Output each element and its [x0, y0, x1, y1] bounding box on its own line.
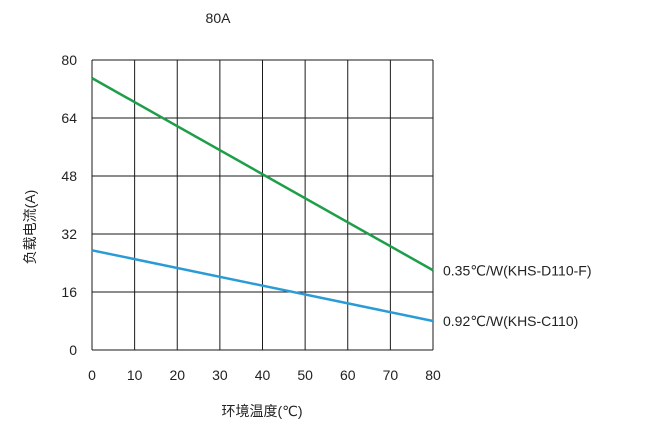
x-tick-label: 40: [255, 367, 271, 383]
x-tick-label: 60: [340, 367, 356, 383]
x-tick-label: 70: [383, 367, 399, 383]
x-tick-label: 10: [127, 367, 143, 383]
chart-title: 80A: [206, 10, 232, 26]
x-tick-label: 80: [425, 367, 441, 383]
y-axis-ticks: 0 16 32 48 64 80: [61, 52, 77, 358]
y-tick-label: 32: [61, 226, 77, 242]
x-tick-label: 0: [88, 367, 96, 383]
series-line: [91, 249, 434, 323]
series-lines: [91, 77, 434, 323]
y-tick-label: 80: [61, 52, 77, 68]
series-label: 0.92℃/W(KHS-C110): [443, 313, 578, 329]
y-tick-label: 16: [61, 284, 77, 300]
y-tick-label: 48: [61, 168, 77, 184]
y-tick-label: 0: [69, 342, 77, 358]
x-axis-ticks: 0 10 20 30 40 50 60 70 80: [88, 367, 441, 383]
series-label: 0.35℃/W(KHS-D110-F): [443, 262, 592, 278]
x-tick-label: 50: [297, 367, 313, 383]
x-tick-label: 30: [212, 367, 228, 383]
y-tick-label: 64: [61, 110, 77, 126]
x-tick-label: 20: [169, 367, 185, 383]
series-labels: 0.35℃/W(KHS-D110-F) 0.92℃/W(KHS-C110): [443, 262, 592, 329]
x-axis-label: 环境温度(℃): [221, 403, 302, 419]
series-line: [91, 77, 434, 272]
y-axis-label: 负载电流(A): [22, 190, 38, 265]
grid: [91, 59, 434, 351]
